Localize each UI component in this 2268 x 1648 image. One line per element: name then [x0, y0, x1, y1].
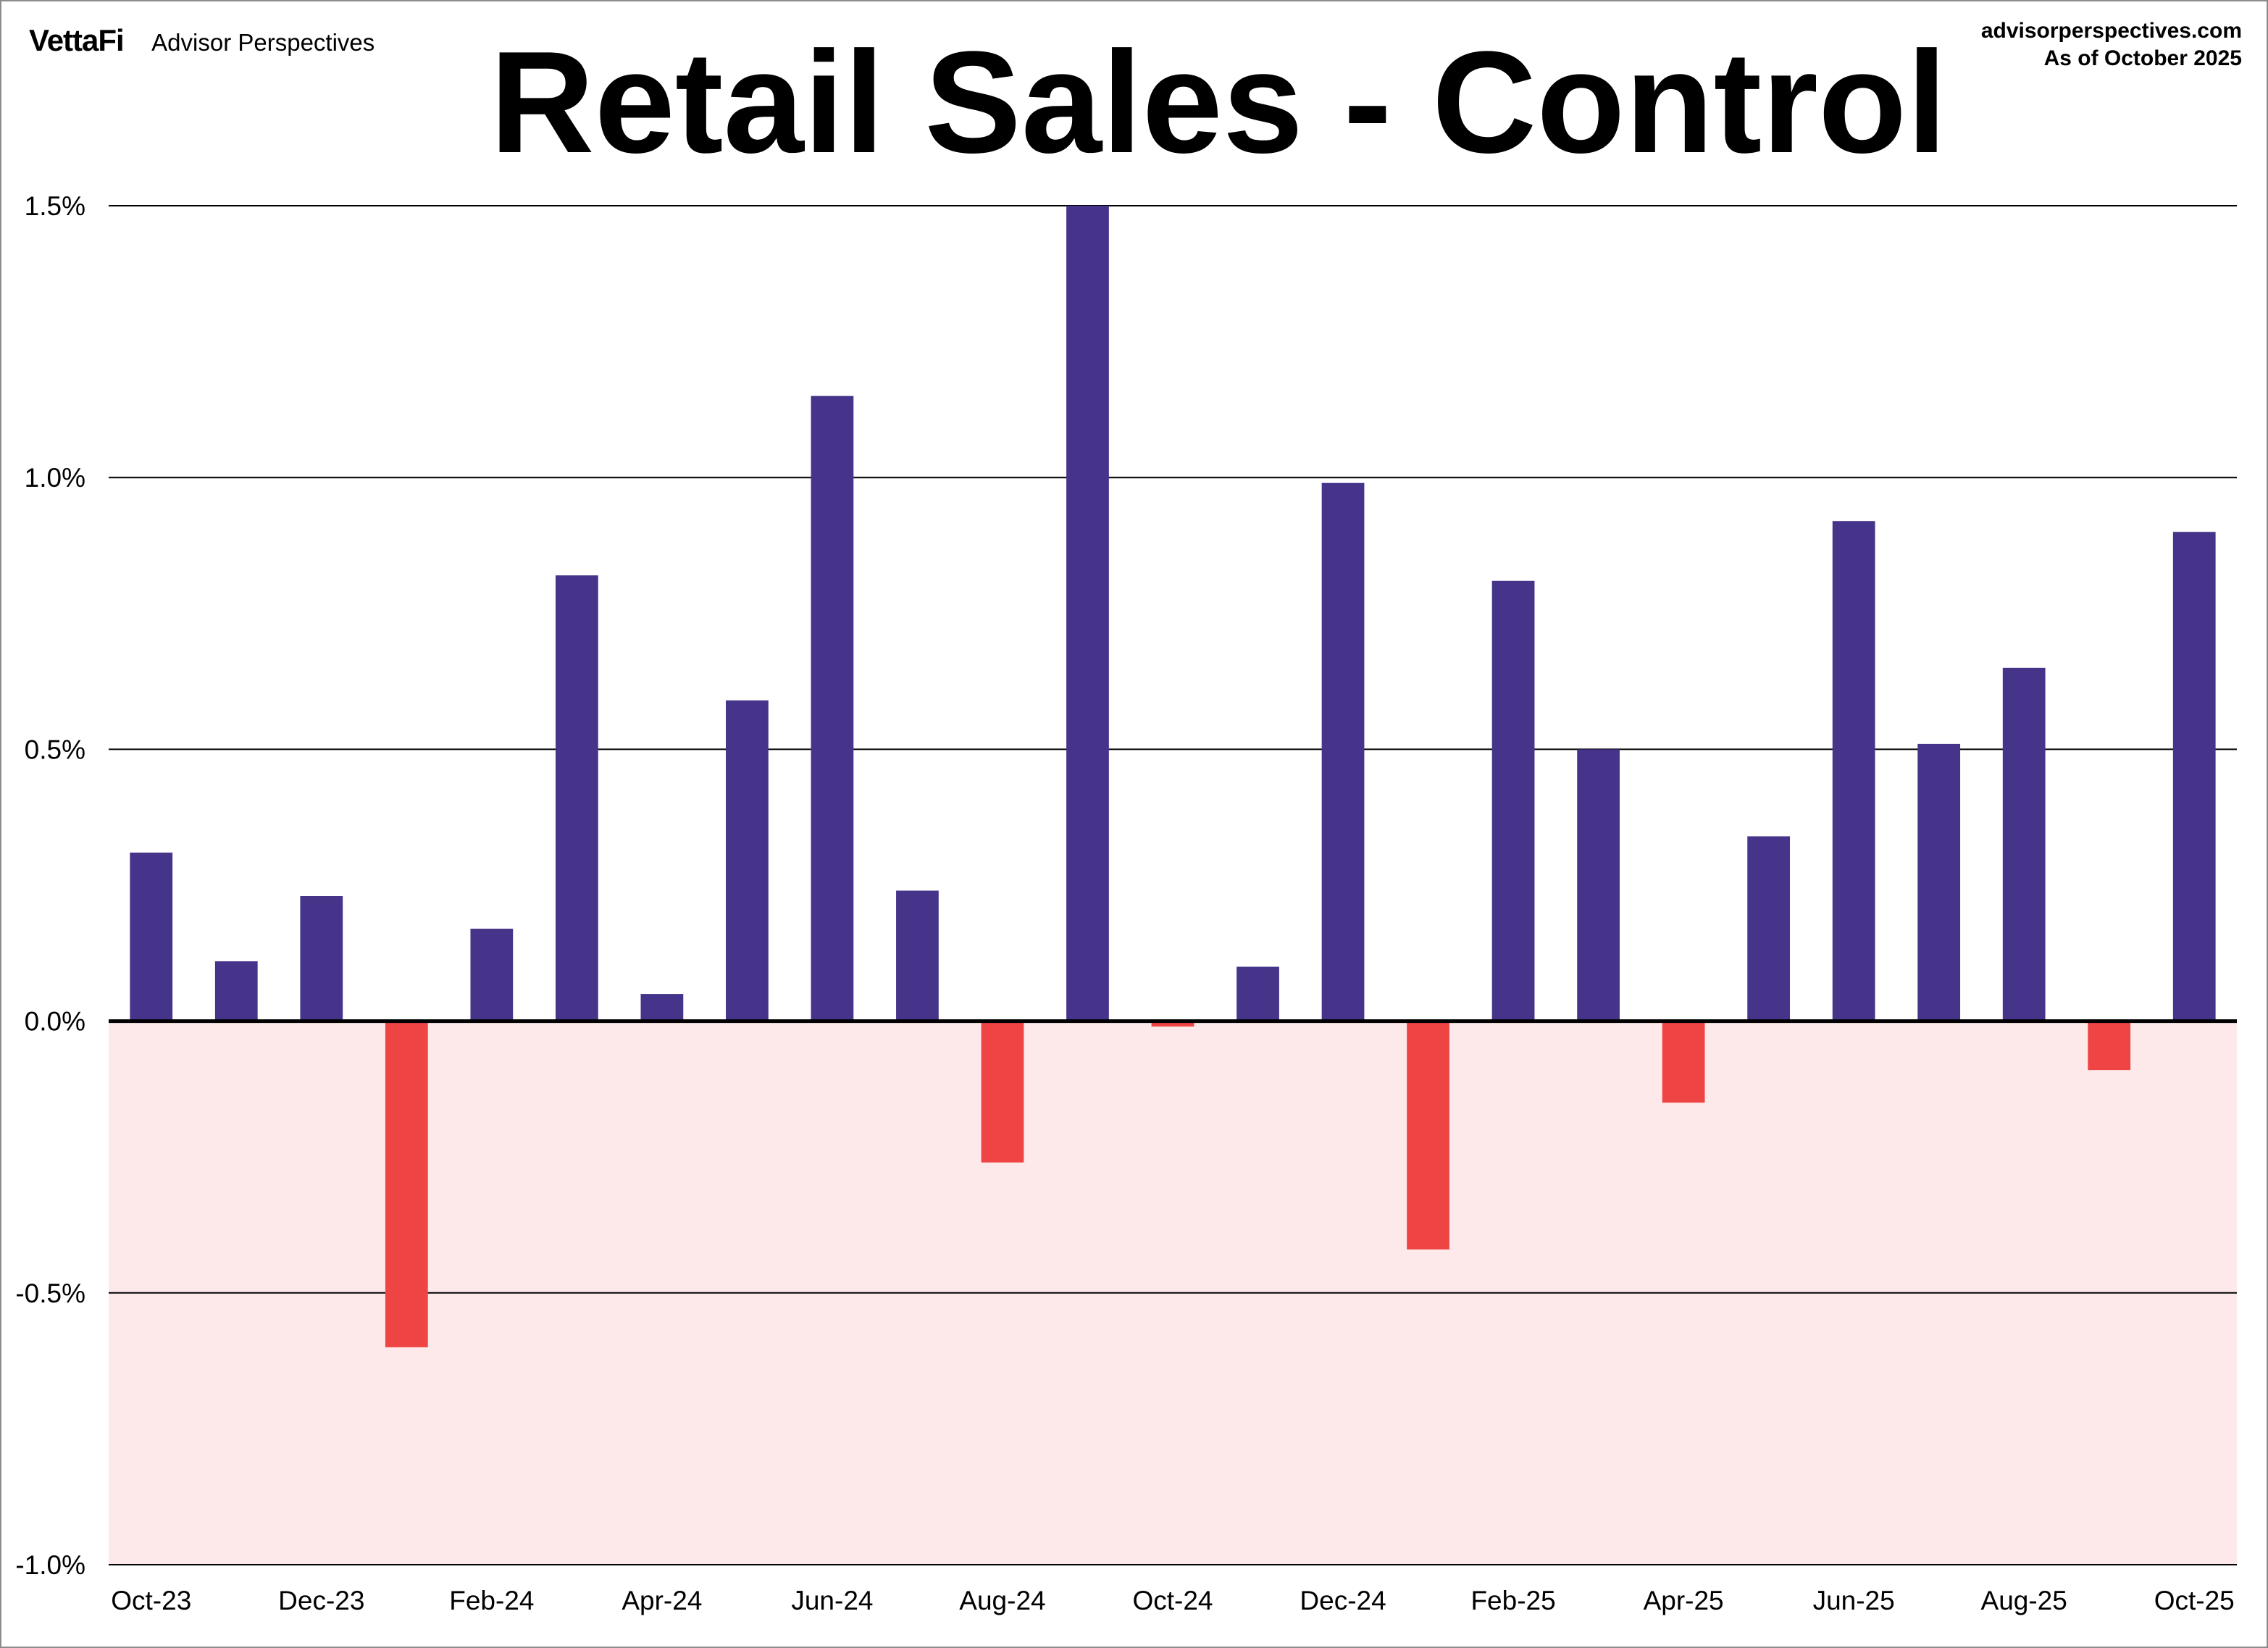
bar-sep-24	[1066, 206, 1109, 1021]
bar-sep-25	[2088, 1021, 2131, 1071]
bar-jan-25	[1407, 1021, 1449, 1250]
bar-dec-24	[1321, 482, 1365, 1021]
bar-aug-24	[981, 1021, 1024, 1163]
bar-jan-24	[385, 1021, 428, 1347]
x-tick-label: Oct-25	[2154, 1586, 2235, 1615]
x-tick-label: Apr-25	[1644, 1586, 1724, 1615]
bar-jul-25	[1917, 743, 1961, 1021]
x-tick-label: Aug-25	[1981, 1586, 2067, 1615]
bar-oct-24	[1151, 1021, 1194, 1027]
publisher-name: Advisor Perspectives	[151, 29, 375, 56]
chart-title: Retail Sales - Control	[490, 22, 1947, 183]
x-tick-label: Feb-25	[1470, 1586, 1555, 1615]
bar-mar-24	[555, 575, 598, 1021]
y-tick-label: -0.5%	[15, 1279, 85, 1308]
bars	[130, 206, 2216, 1347]
x-tick-label: Jun-24	[791, 1586, 873, 1615]
bar-oct-25	[2172, 532, 2216, 1021]
brand: VettaFi Advisor Perspectives	[29, 23, 374, 58]
y-tick-label: 0.0%	[25, 1007, 85, 1037]
x-tick-label: Dec-23	[278, 1586, 364, 1615]
bar-feb-24	[470, 929, 514, 1021]
as-of-label: As of October 2025	[2043, 46, 2242, 70]
bar-apr-25	[1662, 1021, 1705, 1103]
y-tick-label: 1.0%	[25, 463, 85, 493]
y-tick-label: 1.5%	[25, 191, 85, 221]
website-label: advisorperspectives.com	[1980, 19, 2242, 43]
x-tick-label: Jun-25	[1813, 1586, 1895, 1615]
bar-aug-25	[2002, 667, 2046, 1021]
bar-dec-23	[300, 896, 343, 1021]
bar-jul-24	[896, 890, 939, 1021]
x-tick-label: Oct-24	[1132, 1586, 1213, 1615]
bar-feb-25	[1491, 580, 1535, 1021]
x-tick-label: Apr-24	[622, 1586, 702, 1615]
source-block: advisorperspectives.com As of October 20…	[1981, 17, 2242, 72]
y-tick-label: -1.0%	[15, 1550, 85, 1580]
x-tick-label: Feb-24	[449, 1586, 534, 1615]
x-axis-ticks: Oct-23 Dec-23 Feb-24 Apr-24 Jun-24 Aug-24 Oct-…	[111, 1586, 2235, 1615]
bar-mar-25	[1577, 749, 1620, 1021]
bar-nov-23	[214, 961, 258, 1021]
bar-may-24	[726, 700, 769, 1021]
gridlines	[109, 205, 2237, 1565]
bar-oct-23	[130, 852, 173, 1021]
y-tick-label: 0.5%	[25, 735, 85, 764]
x-tick-label: Dec-24	[1300, 1586, 1386, 1615]
bar-jun-24	[811, 396, 854, 1021]
y-axis-ticks: 1.5% 1.0% 0.5% 0.0% -0.5% -1.0%	[15, 191, 85, 1580]
vettafi-logo: VettaFi	[29, 23, 125, 57]
x-tick-label: Oct-23	[111, 1586, 191, 1615]
bar-may-25	[1747, 836, 1791, 1021]
bar-jun-25	[1832, 521, 1875, 1021]
bar-nov-24	[1236, 966, 1279, 1021]
bar-apr-24	[640, 994, 684, 1021]
x-tick-label: Aug-24	[959, 1586, 1045, 1615]
